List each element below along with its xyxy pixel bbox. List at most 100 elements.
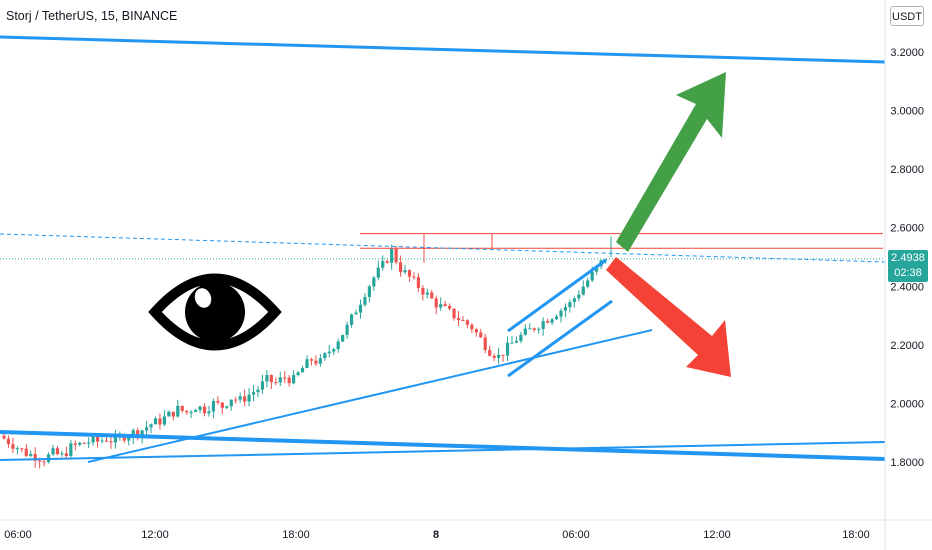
candle-body: [367, 286, 371, 297]
y-tick-label: 2.0000: [890, 398, 924, 410]
candle-body: [194, 410, 198, 413]
candle-body: [78, 442, 82, 445]
candle-body: [412, 276, 416, 278]
candle-body: [220, 402, 224, 408]
candle-body: [528, 328, 532, 330]
candle-body: [461, 320, 465, 322]
candle-body: [51, 448, 55, 455]
candle-body: [229, 399, 233, 407]
candle-body: [6, 438, 11, 445]
candle-body: [42, 461, 46, 463]
candle-body: [292, 374, 296, 384]
wedge-lower-line: [507, 299, 613, 378]
red-down-arrow-icon: [606, 257, 731, 377]
candle-body: [55, 448, 60, 455]
candle-body: [109, 441, 113, 443]
green-up-arrow-icon: [616, 72, 726, 252]
candle-body: [198, 406, 202, 411]
candle-body: [407, 270, 412, 277]
candle-body: [127, 437, 131, 441]
candle-body: [532, 328, 536, 330]
candle-body: [443, 304, 447, 306]
candle-body: [189, 412, 193, 414]
x-tick-label: 06:00: [562, 529, 590, 541]
candle-body: [69, 443, 73, 457]
candle-body: [38, 460, 42, 462]
candle-body: [251, 392, 256, 395]
candle-body: [563, 307, 568, 311]
candle-body: [568, 302, 572, 308]
candle-body: [586, 280, 590, 287]
candle-body: [559, 310, 563, 317]
candle-body: [91, 436, 95, 443]
candle-body: [278, 377, 282, 383]
y-tick-label: 2.6000: [890, 223, 924, 235]
price-axis[interactable]: 3.2000 3.0000 2.8000 2.6000 2.4000 2.2000 2.00…: [884, 0, 924, 550]
y-tick-label: 2.4000: [890, 281, 924, 293]
candle-body: [2, 435, 6, 439]
candle-body: [283, 377, 287, 379]
candle-body: [144, 427, 149, 431]
candle-body: [381, 261, 385, 268]
candle-body: [305, 359, 309, 369]
candle-body: [122, 436, 126, 441]
candle-body: [149, 424, 153, 428]
candle-body: [434, 298, 438, 308]
candle-body: [479, 332, 483, 338]
support-trendline: [87, 329, 653, 463]
candle-body: [354, 312, 358, 315]
candle-body: [572, 298, 576, 303]
candle-body: [136, 430, 140, 437]
candles-group: [2, 233, 612, 469]
candle-body: [296, 372, 300, 375]
candle-body: [64, 453, 68, 457]
candle-body: [505, 342, 510, 356]
candle-body: [376, 267, 380, 278]
candle-body: [510, 342, 514, 344]
candle-body: [82, 442, 86, 444]
candle-body: [363, 296, 367, 305]
candle-body: [60, 453, 64, 455]
last-price-tag: 2.4938 02:38: [888, 250, 928, 282]
candle-body: [492, 355, 496, 358]
candle-body: [207, 411, 211, 414]
candle-body: [100, 440, 104, 442]
candle-body: [327, 351, 331, 354]
candle-body: [336, 341, 340, 350]
candle-body: [185, 410, 189, 413]
candle-body: [29, 454, 33, 456]
candle-body: [167, 411, 171, 417]
x-tick-label: 12:00: [703, 529, 731, 541]
candle-body: [318, 358, 322, 364]
candle-body: [452, 308, 456, 319]
candle-body: [385, 261, 389, 263]
dashed-level-line: [0, 233, 886, 263]
candle-body: [372, 277, 376, 287]
candle-body: [20, 448, 24, 450]
candle-body: [180, 405, 184, 411]
x-tick-label: 12:00: [141, 529, 169, 541]
candle-body: [537, 328, 541, 330]
candle-body: [243, 396, 247, 402]
candle-body: [216, 400, 220, 403]
candle-body: [398, 262, 403, 273]
candle-body: [390, 248, 394, 263]
candle-body: [470, 324, 474, 330]
candle-body: [211, 400, 216, 412]
candle-body: [421, 287, 425, 295]
candle-body: [314, 360, 318, 364]
x-tick-label: 8: [433, 529, 439, 541]
candle-body: [416, 277, 420, 288]
candle-body: [158, 418, 162, 425]
candle-body: [309, 359, 314, 361]
drawings-group: [0, 35, 886, 463]
currency-button[interactable]: USDT: [890, 6, 924, 26]
candle-body: [439, 304, 443, 308]
y-tick-label: 2.8000: [890, 164, 924, 176]
candle-body: [274, 382, 278, 384]
candle-body: [15, 448, 19, 450]
candle-body: [153, 418, 158, 425]
time-axis[interactable]: 06:00 12:00 18:00 8 06:00 12:00 18:00: [0, 519, 932, 541]
candle-body: [550, 319, 554, 323]
